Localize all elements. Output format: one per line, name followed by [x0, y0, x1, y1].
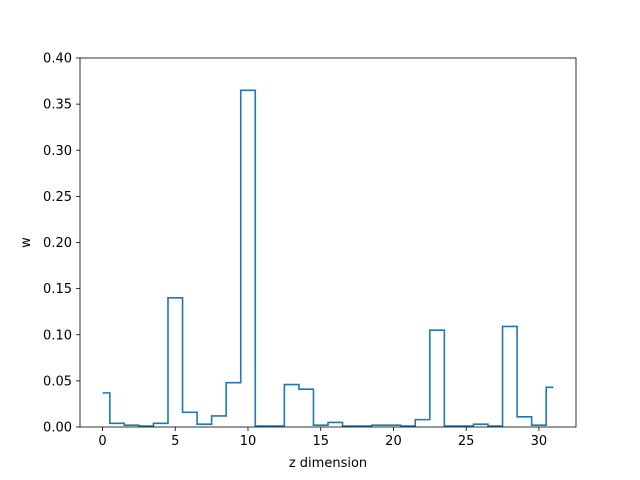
series-step-line [102, 89, 554, 427]
y-tick-label: 0.35 [43, 98, 72, 113]
y-axis-ticks: 0.00 0.05 0.10 0.15 0.20 0.25 0.30 0.35 0.40 [43, 52, 80, 436]
x-axis-ticks: 0 5 10 15 20 25 30 [98, 427, 547, 449]
y-tick-label: 0.40 [43, 52, 72, 67]
x-tick-label: 20 [385, 434, 402, 449]
x-tick-label: 10 [240, 434, 257, 449]
x-tick-label: 25 [458, 434, 475, 449]
y-axis-label: w [19, 237, 34, 248]
y-tick-label: 0.30 [43, 144, 72, 159]
plot-area-frame [79, 57, 577, 428]
x-axis-label: z dimension [289, 456, 367, 471]
y-tick-label: 0.15 [43, 282, 72, 297]
y-tick-label: 0.10 [43, 328, 72, 343]
x-tick-label: 15 [312, 434, 329, 449]
x-tick-label: 5 [171, 434, 179, 449]
x-tick-label: 30 [531, 434, 548, 449]
y-tick-label: 0.20 [43, 236, 72, 251]
y-tick-label: 0.05 [43, 374, 72, 389]
y-tick-label: 0.25 [43, 190, 72, 205]
y-tick-label: 0.00 [43, 421, 72, 436]
x-tick-label: 0 [98, 434, 106, 449]
